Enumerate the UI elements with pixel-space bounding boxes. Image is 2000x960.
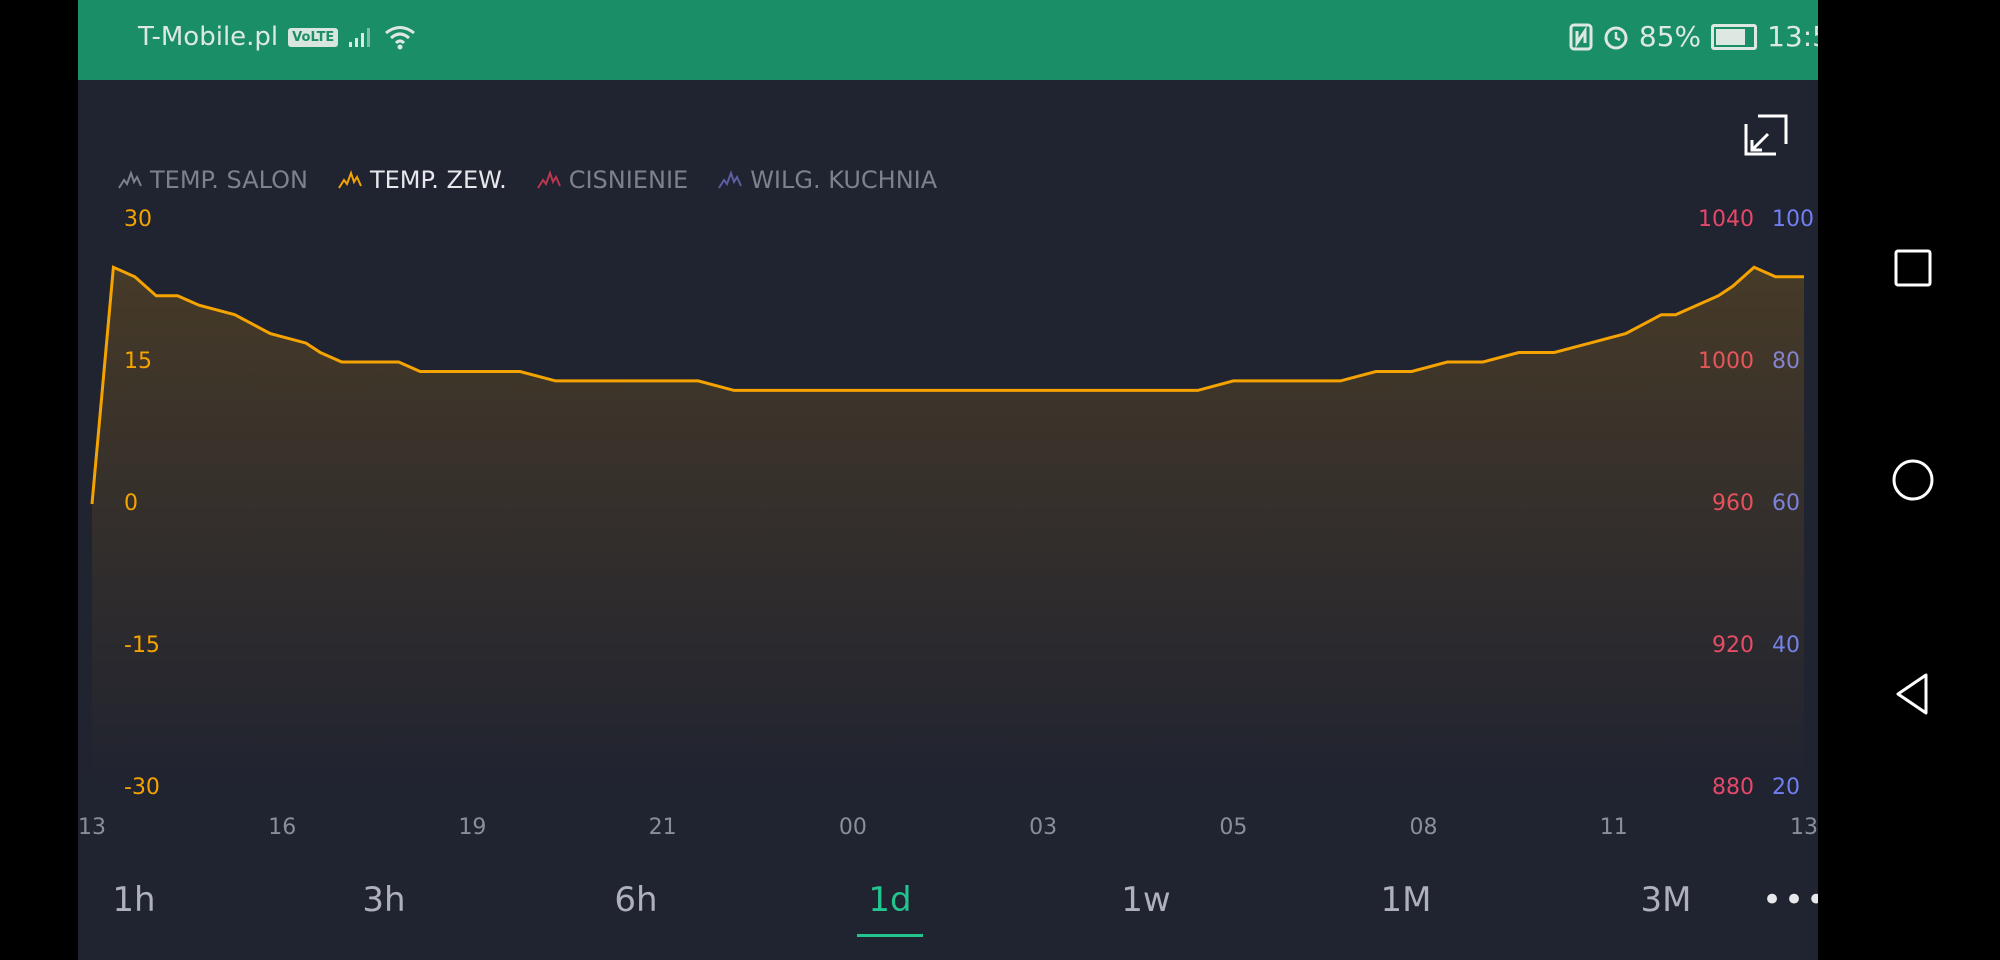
x-axis-tick-label: 00	[838, 815, 867, 840]
recent-apps-icon[interactable]	[1888, 243, 1938, 293]
legend-label: CISNIENIE	[568, 166, 689, 194]
wifi-icon	[385, 26, 416, 50]
pressure-axis-tick-label: 1040	[1698, 207, 1754, 232]
x-axis-tick-label: 08	[1409, 815, 1438, 840]
legend-label: WILG. KUCHNIA	[750, 166, 938, 194]
range-button-1M[interactable]: 1M	[1380, 880, 1432, 920]
exit-fullscreen-icon[interactable]	[1742, 110, 1792, 160]
legend-item[interactable]: WILG. KUCHNIA	[718, 166, 937, 194]
range-button-6h[interactable]: 6h	[614, 880, 658, 920]
temperature-line-chart[interactable]	[78, 0, 1818, 960]
series-area-fill	[92, 267, 1804, 788]
x-axis-tick-label: 19	[458, 815, 487, 840]
series-line-icon	[536, 169, 561, 189]
x-axis-tick-label: 16	[268, 815, 297, 840]
legend-label: TEMP. SALON	[150, 166, 308, 194]
app-screen: T-Mobile.pl VoLTE	[78, 0, 1818, 960]
battery-icon	[1711, 23, 1758, 50]
series-line-icon	[718, 169, 743, 189]
volte-badge: VoLTE	[288, 27, 339, 47]
series-line-icon	[338, 169, 362, 189]
legend-item[interactable]: TEMP. SALON	[118, 166, 308, 194]
status-bar: T-Mobile.pl VoLTE	[78, 0, 1818, 80]
chart-legend: TEMP. SALON TEMP. ZEW. CISNIENIE WILG. KUCH…	[118, 166, 937, 194]
range-button-1h[interactable]: 1h	[112, 880, 156, 920]
humidity-axis-tick-label: 100	[1772, 207, 1814, 232]
legend-item[interactable]: TEMP. ZEW.	[338, 166, 507, 194]
nfc-icon	[1569, 23, 1593, 50]
alarm-icon	[1604, 26, 1628, 49]
time-range-selector: 1h 3h 6h 1d 1w 1M 3M •••	[78, 880, 1818, 940]
carrier-label: T-Mobile.pl	[138, 22, 279, 52]
x-axis-tick-label: 13	[78, 815, 106, 840]
series-line-icon	[118, 169, 142, 189]
x-axis-tick-label: 13	[1790, 815, 1818, 840]
more-options-icon[interactable]: •••	[1762, 880, 1818, 920]
range-button-1w[interactable]: 1w	[1121, 880, 1171, 920]
x-axis-tick-label: 03	[1029, 815, 1058, 840]
x-axis-tick-label: 21	[648, 815, 677, 840]
home-icon[interactable]	[1888, 455, 1938, 505]
back-icon[interactable]	[1888, 669, 1938, 719]
navigation-bar	[1818, 0, 2000, 960]
battery-percent: 85%	[1638, 20, 1702, 53]
range-button-1d[interactable]: 1d	[868, 880, 912, 920]
range-button-3h[interactable]: 3h	[362, 880, 406, 920]
signal-icon	[349, 28, 371, 47]
series-line-temp-zew	[90, 265, 1804, 505]
y-axis-tick-label: 30	[124, 207, 152, 232]
range-button-3M[interactable]: 3M	[1640, 880, 1692, 920]
legend-label: TEMP. ZEW.	[369, 166, 507, 194]
x-axis-tick-label: 11	[1599, 815, 1628, 840]
clock: 13:5	[1767, 20, 1818, 53]
x-axis-tick-label: 05	[1219, 815, 1248, 840]
legend-item[interactable]: CISNIENIE	[536, 166, 689, 194]
selected-range-indicator	[857, 934, 923, 937]
